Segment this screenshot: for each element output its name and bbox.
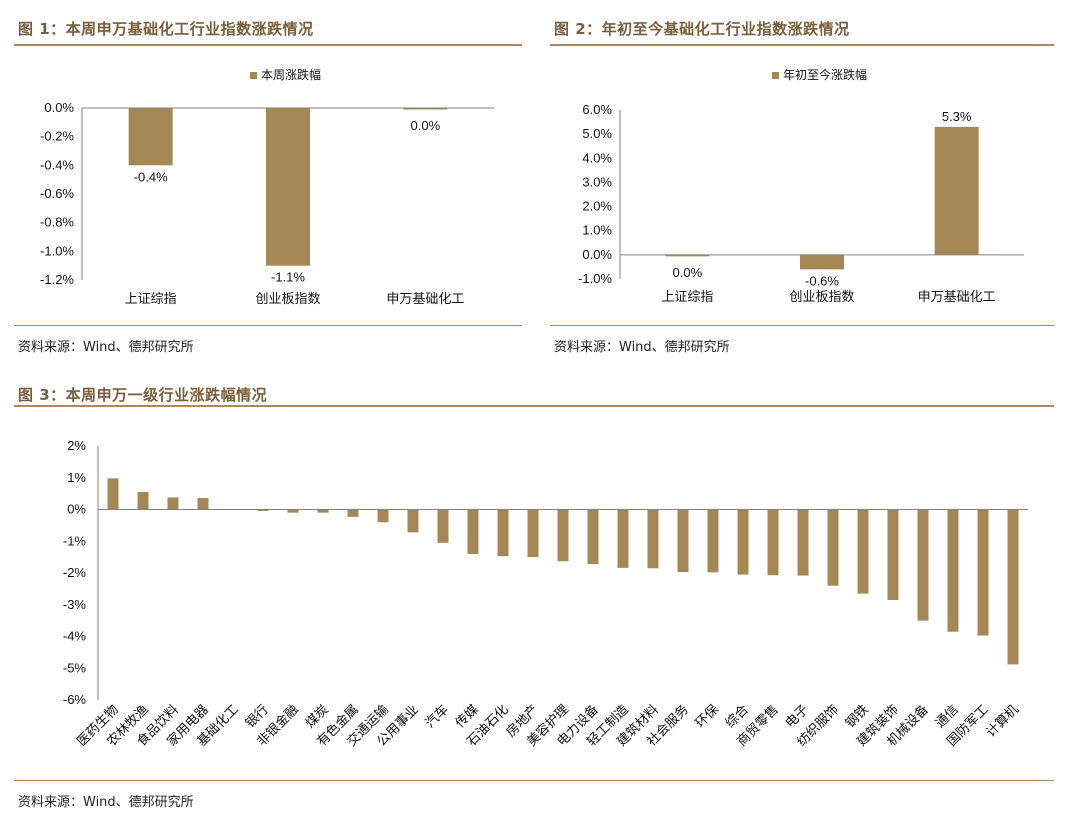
chart3-ytick-label: -1% xyxy=(63,533,87,548)
chart3-bar xyxy=(917,509,929,621)
chart3-ytick-label: -4% xyxy=(63,629,87,644)
chart3-bar xyxy=(377,509,389,523)
chart2-bar xyxy=(665,254,710,257)
chart1-ytick-label: -1.0% xyxy=(40,243,74,258)
chart3-ytick-label: 0% xyxy=(67,502,86,517)
chart3-bar xyxy=(287,509,299,513)
chart1-ytick-label: -1.2% xyxy=(40,272,74,287)
chart3-bar xyxy=(167,497,179,510)
chart2-data-label: 0.0% xyxy=(673,265,703,280)
chart2-data-label: -0.6% xyxy=(805,273,839,288)
fig1-source: 资料来源：Wind、德邦研究所 xyxy=(18,340,194,355)
fig2-title-rule xyxy=(550,44,1054,46)
chart2-ytick-label: 1.0% xyxy=(582,223,612,238)
chart3-bar xyxy=(767,509,779,576)
chart3-ytick-label: -5% xyxy=(63,660,87,675)
chart1-ytick-label: -0.6% xyxy=(40,186,74,201)
chart2-data-label: 5.3% xyxy=(942,109,972,124)
chart3-svg: 2%1%0%-1%-2%-3%-4%-5%-6%医药生物农林牧渔食品饮料家用电器… xyxy=(63,438,1028,750)
chart2-ytick-label: 0.0% xyxy=(582,247,612,262)
chart2-legend-label: 年初至今涨跌幅 xyxy=(783,67,867,82)
fig3-source: 资料来源：Wind、德邦研究所 xyxy=(18,795,194,810)
chart3-category-label: 环保 xyxy=(693,702,722,731)
chart3-bar xyxy=(857,509,869,594)
chart3-category-label: 汽车 xyxy=(422,702,452,732)
chart2-ytick-label: 3.0% xyxy=(582,174,612,189)
chart2-category-label: 创业板指数 xyxy=(789,290,854,305)
chart3-bar xyxy=(887,509,899,600)
chart3-ytick-label: -6% xyxy=(63,692,87,707)
chart1-category-label: 申万基础化工 xyxy=(386,292,464,307)
chart2-ytick-label: 5.0% xyxy=(582,126,612,141)
fig2-source: 资料来源：Wind、德邦研究所 xyxy=(554,340,730,355)
chart3-bar xyxy=(107,478,119,510)
fig1-bottom-rule xyxy=(14,325,522,326)
chart3-ytick-label: -3% xyxy=(63,597,87,612)
fig1-title-rule xyxy=(14,44,522,46)
chart3-ytick-label: 2% xyxy=(67,438,86,453)
chart3-bar xyxy=(977,509,989,636)
chart3-bar xyxy=(497,509,509,557)
chart3-bar xyxy=(467,509,479,554)
chart3-bar xyxy=(647,509,659,569)
chart1-category-label: 上证综指 xyxy=(125,292,177,307)
chart1-category-label: 创业板指数 xyxy=(255,292,320,307)
chart3-bar xyxy=(137,492,149,510)
chart1-data-label: -1.1% xyxy=(271,270,305,285)
chart2-svg: 年初至今涨跌幅 6.0% 5.0% 4.0% 3.0% 2.0% 1.0% 0.0% -1.0%… xyxy=(578,67,1024,305)
chart1-bar xyxy=(403,108,448,110)
chart3-bar xyxy=(437,509,449,543)
chart1-svg: 本周涨跌幅 0.0% -0.2% -0.4% -0.6% -0.8% -1.0% -1.2% -… xyxy=(40,67,494,307)
chart3-bar xyxy=(617,509,629,568)
chart1-bar xyxy=(266,108,310,266)
chart2-category-label: 上证综指 xyxy=(661,290,713,305)
fig3-title-rule xyxy=(14,405,1054,407)
chart2-ytick-label: 6.0% xyxy=(582,102,612,117)
chart1-data-label: 0.0% xyxy=(411,118,441,133)
chart3-ytick-label: -2% xyxy=(63,565,87,580)
chart3-bar xyxy=(707,509,719,573)
chart3-ytick-label: 1% xyxy=(67,470,86,485)
fig1-title: 图 1：本周申万基础化工行业指数涨跌情况 xyxy=(18,20,314,38)
chart2-ytick-label: -1.0% xyxy=(578,271,612,286)
chart1-ytick-label: -0.2% xyxy=(40,129,74,144)
chart3-bar xyxy=(527,509,539,558)
fig2-bottom-rule xyxy=(550,325,1054,326)
chart3-bar xyxy=(257,509,269,511)
chart2-category-label: 申万基础化工 xyxy=(918,290,996,305)
chart3-bar xyxy=(797,509,809,576)
chart3-bar xyxy=(197,498,209,510)
chart2-bar xyxy=(800,254,844,270)
fig2-title: 图 2：年初至今基础化工行业指数涨跌情况 xyxy=(554,20,850,38)
chart2-bar xyxy=(934,126,979,255)
chart3-bar xyxy=(557,509,569,562)
chart3-bar xyxy=(347,509,359,517)
fig3-bottom-rule xyxy=(14,780,1054,781)
chart3-bar xyxy=(407,509,419,533)
chart3-bar xyxy=(947,509,959,632)
chart1-ytick-label: 0.0% xyxy=(44,100,74,115)
chart3-bar xyxy=(827,509,839,586)
chart1-ytick-label: -0.4% xyxy=(40,157,74,172)
chart3-bar xyxy=(1007,509,1019,665)
chart3-bar xyxy=(677,509,689,573)
chart2-ytick-label: 4.0% xyxy=(582,150,612,165)
chart3-bar xyxy=(317,509,329,513)
chart3-bar xyxy=(737,509,749,575)
chart1-data-label: -0.4% xyxy=(134,169,168,184)
chart3-bar xyxy=(587,509,599,565)
chart1-ytick-label: -0.8% xyxy=(40,215,74,230)
chart2-ytick-label: 2.0% xyxy=(582,199,612,214)
chart1-legend-label: 本周涨跌幅 xyxy=(261,67,321,82)
chart1-legend-swatch xyxy=(250,72,257,79)
fig3-title: 图 3：本周申万一级行业涨跌幅情况 xyxy=(18,386,268,404)
chart3-category-label: 计算机 xyxy=(984,702,1022,740)
chart1-bar xyxy=(128,108,173,166)
chart2-legend-swatch xyxy=(772,72,779,79)
